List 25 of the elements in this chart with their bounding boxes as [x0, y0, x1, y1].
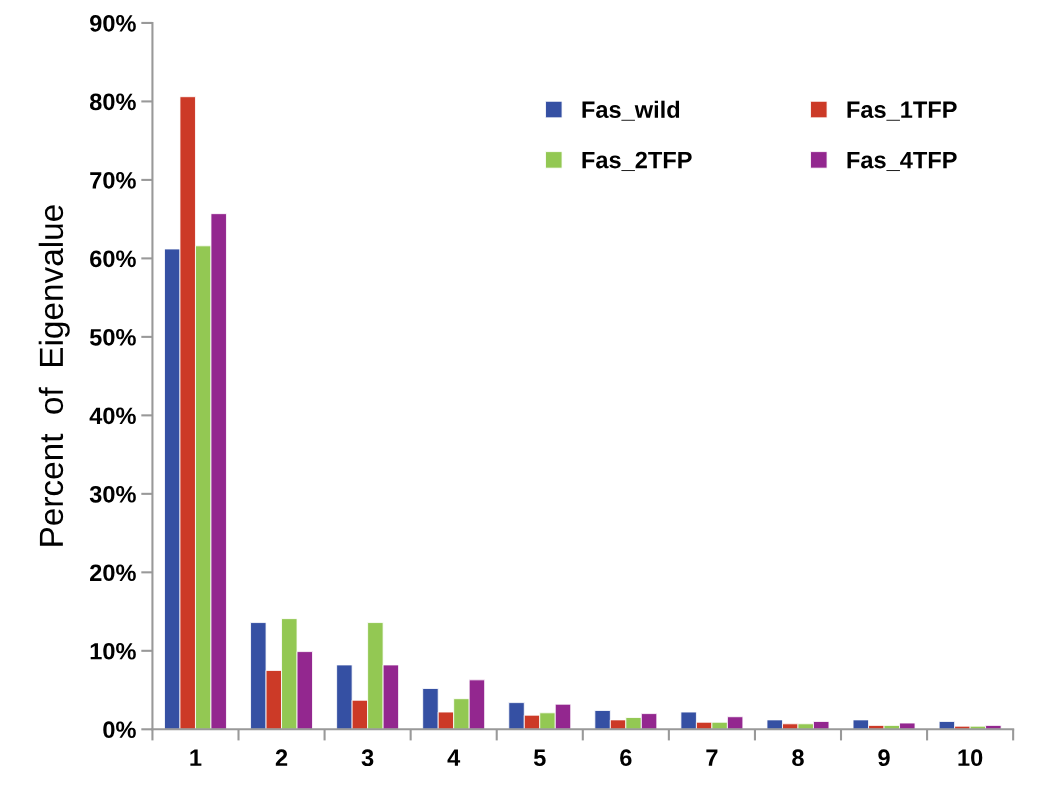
legend-label: Fas_2TFP	[582, 151, 692, 172]
y-tick-label: 50%	[89, 328, 136, 346]
y-axis-title: Percent of Eigenvalue	[38, 205, 70, 546]
x-tick-label: 5	[533, 749, 546, 767]
legend-label: Fas_wild	[582, 100, 680, 121]
y-tick-label: 30%	[89, 485, 136, 503]
x-tick-label: 1	[190, 749, 202, 766]
legend-label: Fas_1TFP	[847, 101, 957, 121]
y-tick-label: 70%	[90, 171, 136, 189]
y-tick-label: 10%	[90, 642, 136, 660]
x-tick-label: 3	[361, 749, 374, 767]
y-tick-label: 20%	[90, 564, 136, 582]
y-tick-label: 0%	[103, 721, 136, 739]
y-tick-label: 60%	[90, 250, 136, 268]
x-tick-label: 9	[878, 749, 890, 767]
x-tick-label: 4	[447, 749, 461, 766]
x-tick-label: 10	[958, 749, 983, 767]
x-tick-label: 8	[792, 749, 804, 767]
y-tick-label: 80%	[89, 93, 136, 111]
x-tick-label: 7	[706, 749, 718, 766]
legend-label: Fas_4TFP	[847, 151, 957, 172]
x-tick-label: 6	[620, 749, 632, 767]
x-tick-label: 2	[275, 749, 288, 766]
y-tick-label: 90%	[90, 15, 136, 32]
y-tick-label: 40%	[89, 407, 136, 425]
